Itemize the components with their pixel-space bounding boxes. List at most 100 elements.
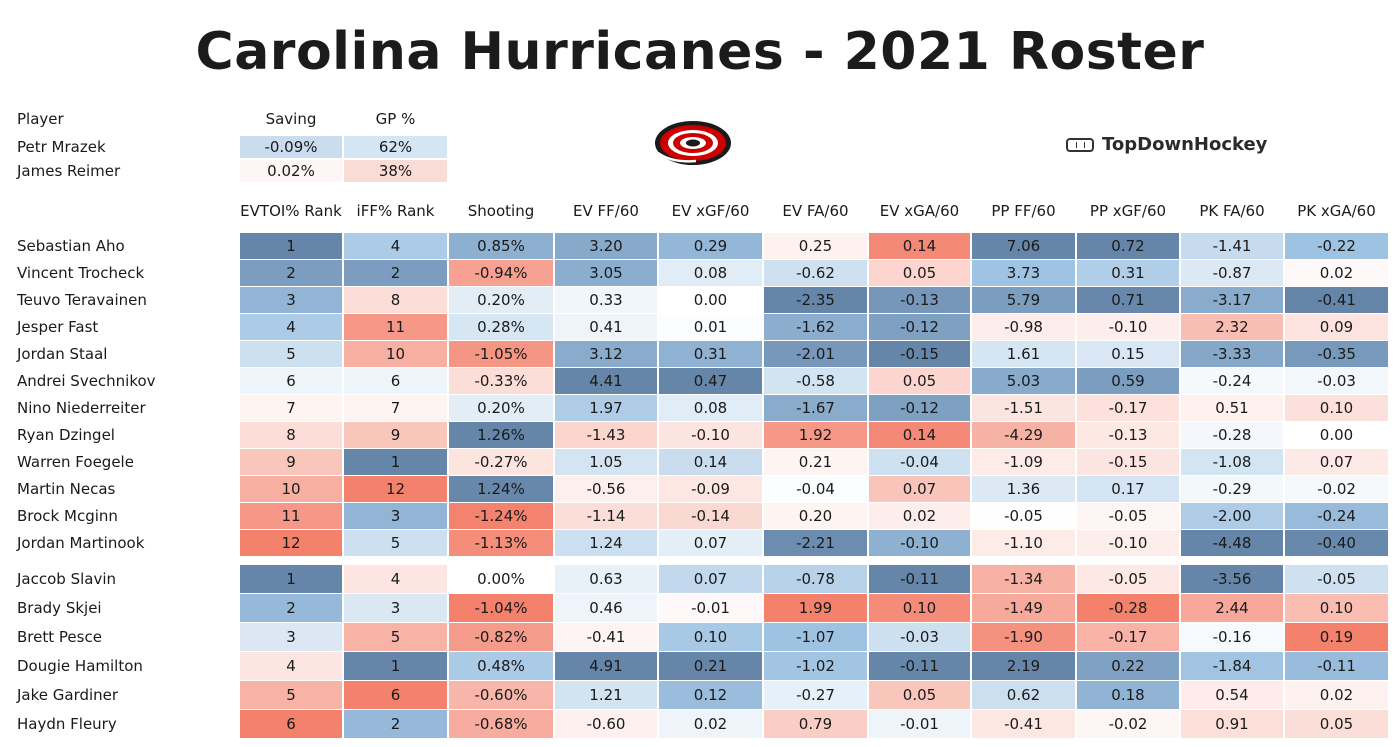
rink-icon [1066, 137, 1094, 152]
defense-stat-cell: 4 [344, 565, 447, 593]
forward-stat-cell: -0.28 [1181, 422, 1283, 448]
forward-stat-cell: 0.29 [659, 233, 762, 259]
forward-stat-cell: 11 [240, 503, 342, 529]
column-header: EVTOI% Rank [240, 202, 342, 220]
forward-stat-cell: -0.35 [1285, 341, 1388, 367]
forward-stat-cell: -0.29 [1181, 476, 1283, 502]
forward-stat-cell: 0.51 [1181, 395, 1283, 421]
forward-stat-cell: -4.29 [972, 422, 1075, 448]
defense-stat-cell: -0.82% [449, 623, 553, 651]
defense-stat-cell: 2.19 [972, 652, 1075, 680]
page-title: Carolina Hurricanes - 2021 Roster [195, 22, 1205, 82]
forward-stat-cell: 3.05 [555, 260, 657, 286]
forward-stat-cell: 0.10 [1285, 395, 1388, 421]
defense-stat-cell: 0.07 [659, 565, 762, 593]
column-header: EV FF/60 [573, 202, 639, 220]
forward-stat-cell: -0.15 [1077, 449, 1179, 475]
defense-stat-cell: 0.10 [659, 623, 762, 651]
forward-stat-cell: 1.61 [972, 341, 1075, 367]
forward-stat-cell: 0.72 [1077, 233, 1179, 259]
forward-stat-cell: 0.20 [764, 503, 867, 529]
forward-stat-cell: 1.05 [555, 449, 657, 475]
forward-stat-cell: 0.14 [659, 449, 762, 475]
defense-stat-cell: -0.01 [869, 710, 970, 738]
forward-stat-cell: -0.12 [869, 395, 970, 421]
defense-stat-cell: 2 [240, 594, 342, 622]
defense-stat-cell: -0.41 [972, 710, 1075, 738]
forward-stat-cell: 1.26% [449, 422, 553, 448]
forward-stat-cell: 3.73 [972, 260, 1075, 286]
forward-stat-cell: -0.17 [1077, 395, 1179, 421]
defense-stat-cell: -0.11 [869, 652, 970, 680]
forward-stat-cell: 1.92 [764, 422, 867, 448]
forward-stat-cell: 2 [344, 260, 447, 286]
forward-stat-cell: 5.79 [972, 287, 1075, 313]
defense-stat-cell: -0.05 [1285, 565, 1388, 593]
defense-stat-cell: 0.21 [659, 652, 762, 680]
defense-stat-cell: 0.63 [555, 565, 657, 593]
forward-stat-cell: 8 [240, 422, 342, 448]
forward-player-name: Sebastian Aho [17, 237, 125, 255]
defense-stat-cell: 0.02 [1285, 681, 1388, 709]
forward-stat-cell: -0.03 [1285, 368, 1388, 394]
forward-stat-cell: -0.40 [1285, 530, 1388, 556]
defense-stat-cell: 6 [344, 681, 447, 709]
forward-stat-cell: 0.07 [869, 476, 970, 502]
defense-stat-cell: -0.01 [659, 594, 762, 622]
forward-stat-cell: -0.58 [764, 368, 867, 394]
forward-stat-cell: -1.10 [972, 530, 1075, 556]
defense-player-name: Haydn Fleury [17, 715, 117, 733]
forward-stat-cell: 0.20% [449, 287, 553, 313]
forward-stat-cell: -0.33% [449, 368, 553, 394]
goalie-name: James Reimer [17, 162, 121, 180]
forward-stat-cell: -0.62 [764, 260, 867, 286]
forward-stat-cell: -0.10 [659, 422, 762, 448]
forward-stat-cell: -1.67 [764, 395, 867, 421]
forward-stat-cell: -0.87 [1181, 260, 1283, 286]
defense-stat-cell: 0.12 [659, 681, 762, 709]
defense-stat-cell: -0.78 [764, 565, 867, 593]
defense-stat-cell: -0.60 [555, 710, 657, 738]
goalie-saving-cell: 0.02% [240, 160, 342, 182]
forward-stat-cell: 0.31 [659, 341, 762, 367]
forward-stat-cell: -2.21 [764, 530, 867, 556]
forward-stat-cell: 0.17 [1077, 476, 1179, 502]
forward-stat-cell: -3.33 [1181, 341, 1283, 367]
defense-stat-cell: 1 [344, 652, 447, 680]
forward-player-name: Warren Foegele [17, 453, 134, 471]
forward-stat-cell: -1.41 [1181, 233, 1283, 259]
defense-stat-cell: 1.21 [555, 681, 657, 709]
defense-stat-cell: -1.04% [449, 594, 553, 622]
column-header: EV xGF/60 [671, 202, 750, 220]
forward-stat-cell: 1.36 [972, 476, 1075, 502]
defense-stat-cell: -0.68% [449, 710, 553, 738]
column-header: iFF% Rank [356, 202, 435, 220]
forward-stat-cell: 0.02 [869, 503, 970, 529]
forward-stat-cell: 3 [240, 287, 342, 313]
defense-stat-cell: 2 [344, 710, 447, 738]
forward-player-name: Ryan Dzingel [17, 426, 115, 444]
forward-stat-cell: -1.51 [972, 395, 1075, 421]
forward-stat-cell: 11 [344, 314, 447, 340]
forward-stat-cell: 0.28% [449, 314, 553, 340]
forward-stat-cell: 0.59 [1077, 368, 1179, 394]
forward-stat-cell: -0.02 [1285, 476, 1388, 502]
forward-stat-cell: 3 [344, 503, 447, 529]
forward-stat-cell: 3.12 [555, 341, 657, 367]
forward-stat-cell: -0.10 [869, 530, 970, 556]
column-header: PK FA/60 [1199, 202, 1265, 220]
forward-stat-cell: 5 [344, 530, 447, 556]
forward-stat-cell: 7 [344, 395, 447, 421]
forward-stat-cell: 0.14 [869, 422, 970, 448]
forward-stat-cell: 4.41 [555, 368, 657, 394]
forward-stat-cell: 12 [344, 476, 447, 502]
forward-stat-cell: -1.24% [449, 503, 553, 529]
forward-stat-cell: 6 [344, 368, 447, 394]
defense-stat-cell: 0.22 [1077, 652, 1179, 680]
defense-stat-cell: -0.03 [869, 623, 970, 651]
forward-stat-cell: 0.05 [869, 368, 970, 394]
goalie-header-saving: Saving [265, 110, 317, 128]
forward-stat-cell: -0.04 [869, 449, 970, 475]
defense-stat-cell: -0.28 [1077, 594, 1179, 622]
defense-stat-cell: 4.91 [555, 652, 657, 680]
